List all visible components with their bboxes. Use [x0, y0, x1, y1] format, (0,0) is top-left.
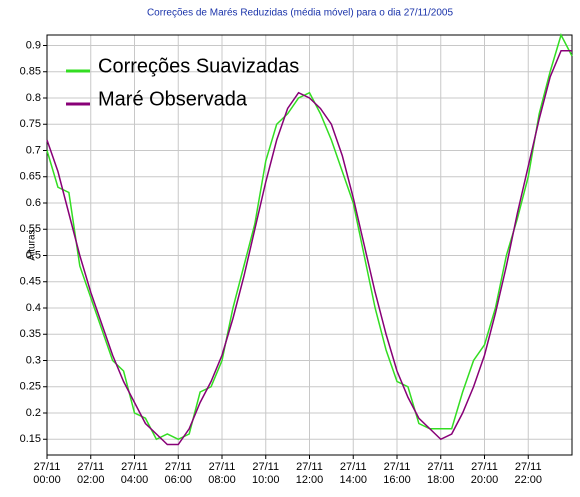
y-tick-label: 0.85	[20, 66, 41, 78]
y-tick-label: 0.2	[26, 407, 41, 419]
x-tick-label: 27/11 08:00	[208, 461, 236, 486]
x-tick-label: 27/11 06:00	[164, 461, 193, 486]
y-tick-label: 0.7	[26, 144, 41, 156]
chart-title: Correções de Marés Reduzidas (média móve…	[147, 8, 454, 19]
y-tick-label: 0.65	[20, 171, 41, 183]
y-tick-label: 0.55	[20, 223, 41, 235]
x-tick-label: 27/11 00:00	[33, 461, 61, 486]
legend-label: Correções Suavizadas	[98, 55, 299, 77]
y-axis-label: Alturas	[27, 229, 38, 260]
x-tick-label: 27/11 20:00	[470, 461, 499, 486]
y-tick-label: 0.75	[20, 118, 41, 130]
legend-label: Maré Observada	[98, 88, 248, 110]
y-tick-label: 0.25	[20, 381, 41, 393]
y-tick-label: 0.9	[26, 39, 41, 51]
y-tick-label: 0.6	[26, 197, 41, 209]
y-tick-label: 0.3	[26, 354, 41, 366]
data-line	[46, 50, 572, 446]
y-tick-label: 0.35	[20, 328, 41, 340]
y-tick-label: 0.45	[20, 276, 41, 288]
y-tick-label: 0.8	[26, 92, 41, 104]
x-tick-label: 27/11 16:00	[383, 461, 411, 486]
x-tick-label: 27/11 02:00	[76, 461, 105, 486]
y-tick-label: 0.15	[20, 433, 41, 445]
y-tick-label: 0.4	[26, 302, 41, 314]
x-tick-label: 27/11 14:00	[339, 461, 368, 486]
x-tick-label: 27/11 04:00	[120, 461, 149, 486]
x-tick-label: 27/11 10:00	[251, 461, 280, 486]
x-tick-label: 27/11 18:00	[426, 461, 455, 486]
data-line	[46, 33, 573, 441]
x-tick-label: 27/11 12:00	[295, 461, 324, 486]
y-tick-label: 0.5	[26, 249, 41, 261]
plot-border	[46, 34, 573, 456]
x-tick-label: 27/11 22:00	[514, 461, 543, 486]
